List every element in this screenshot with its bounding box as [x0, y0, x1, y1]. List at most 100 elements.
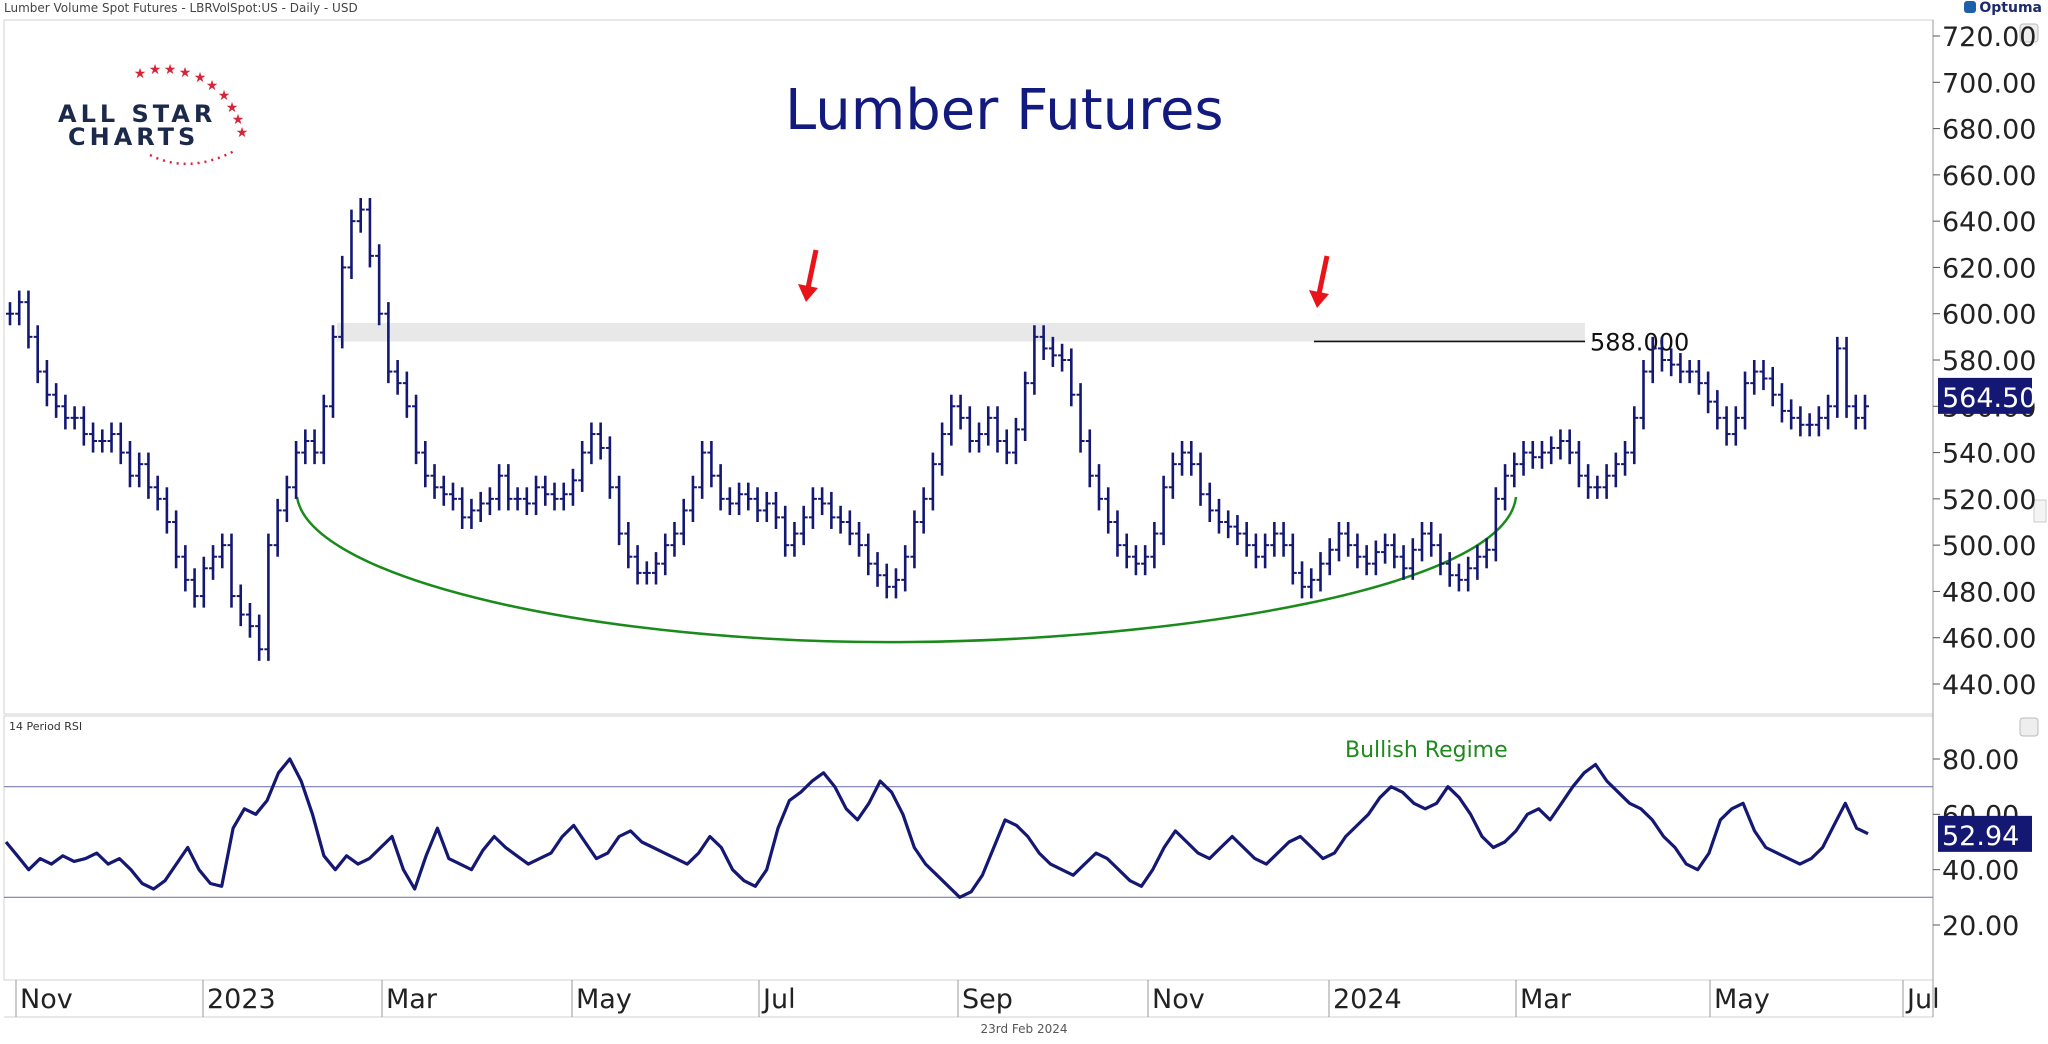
logo-star-icon: ★ [149, 62, 162, 78]
price-bar [107, 422, 116, 453]
price-bar [1473, 545, 1482, 580]
bullish-regime-label: Bullish Regime [1345, 738, 1508, 763]
price-bar [1288, 533, 1297, 585]
logo-star-icon: ★ [232, 112, 245, 128]
price-bar [1205, 482, 1214, 522]
price-bar [1722, 406, 1731, 446]
lock-icon [2019, 23, 2039, 43]
price-bar [1122, 533, 1131, 569]
price-bar [1537, 441, 1546, 469]
price-bar [1131, 545, 1140, 576]
price-bar [412, 394, 421, 465]
price-bar [947, 394, 956, 446]
resistance-zone [337, 322, 1585, 342]
price-bar [6, 302, 14, 326]
price-bar [1242, 522, 1251, 557]
price-bar [1547, 436, 1556, 465]
price-bar [965, 406, 974, 453]
price-bar [218, 533, 227, 569]
logo-star-icon: ★ [226, 100, 239, 116]
price-bar [744, 482, 753, 511]
price-bar [550, 482, 559, 511]
price-bar [236, 584, 245, 627]
lock-icon [2019, 717, 2039, 737]
price-bar [1150, 522, 1159, 569]
price-bar [42, 360, 51, 407]
price-bar [1731, 406, 1740, 446]
price-bar [458, 487, 467, 529]
rsi-y-tick-label: 80.00 [1942, 745, 2019, 776]
rsi-last-value-box [1938, 815, 2032, 852]
price-bar [1039, 325, 1048, 360]
price-bar [1427, 522, 1436, 557]
price-bar [513, 487, 522, 511]
price-bar [495, 464, 504, 511]
price-bar [1224, 510, 1233, 539]
price-bar [448, 482, 457, 511]
price-bar [910, 510, 919, 569]
price-bar [679, 498, 688, 546]
last-price-box [1938, 377, 2032, 414]
price-bar [209, 545, 218, 580]
price-bar [919, 487, 928, 534]
price-bar [578, 441, 587, 492]
price-bar [1371, 540, 1380, 576]
price-bar [1787, 399, 1796, 430]
price-bar [255, 614, 264, 661]
price-bar [89, 422, 98, 453]
price-bar [384, 302, 393, 384]
price-bar [975, 422, 984, 453]
price-bar [24, 290, 33, 349]
price-bar [1187, 441, 1196, 476]
price-bar [338, 255, 347, 349]
price-bar [1058, 343, 1067, 372]
rsi-y-tick-label: 40.00 [1942, 856, 2019, 887]
price-bar [1741, 371, 1750, 430]
price-bar [1528, 441, 1537, 469]
price-bar [596, 422, 605, 460]
price-bar [532, 475, 541, 516]
logo-star-icon: ★ [236, 125, 249, 141]
price-bar [1639, 360, 1648, 430]
price-bar [476, 491, 485, 522]
price-bar [1491, 487, 1500, 562]
price-bar [1750, 360, 1759, 395]
price-bar [79, 406, 88, 446]
price-bar [15, 290, 24, 326]
price-bar [1390, 533, 1399, 569]
x-axis-tick-label: Nov [20, 984, 73, 1015]
price-bar [504, 464, 513, 511]
price-bar [1861, 394, 1869, 430]
x-axis-tick-label: 2024 [1333, 984, 1402, 1015]
price-bar [873, 552, 882, 587]
price-bar [891, 568, 900, 599]
price-bar [1574, 441, 1583, 488]
price-bar [1048, 336, 1057, 367]
price-bar [642, 561, 651, 585]
price-bar [707, 441, 716, 488]
x-axis-tick-label: Jul [1905, 984, 1940, 1015]
price-bar [771, 491, 780, 529]
price-y-tick-label: 460.00 [1942, 624, 2036, 655]
optuma-brand: Optuma [1964, 0, 2042, 16]
price-bar [1824, 394, 1833, 430]
price-bar [753, 487, 762, 522]
price-bar [1464, 556, 1473, 592]
price-bar [162, 487, 171, 534]
price-bar [264, 533, 273, 661]
price-bar [522, 487, 531, 516]
price-y-tick-label: 480.00 [1942, 577, 2036, 608]
price-bar [790, 522, 799, 557]
price-bar [365, 198, 374, 268]
price-bar [329, 325, 338, 418]
price-bar [1676, 353, 1685, 384]
price-bar [1648, 336, 1657, 384]
price-bar [1279, 522, 1288, 557]
price-bar [568, 468, 577, 506]
price-bar [827, 491, 836, 529]
red-arrow-head-icon [1309, 290, 1329, 308]
price-bar [1436, 533, 1445, 576]
price-bar [485, 487, 494, 516]
price-bar [725, 487, 734, 516]
